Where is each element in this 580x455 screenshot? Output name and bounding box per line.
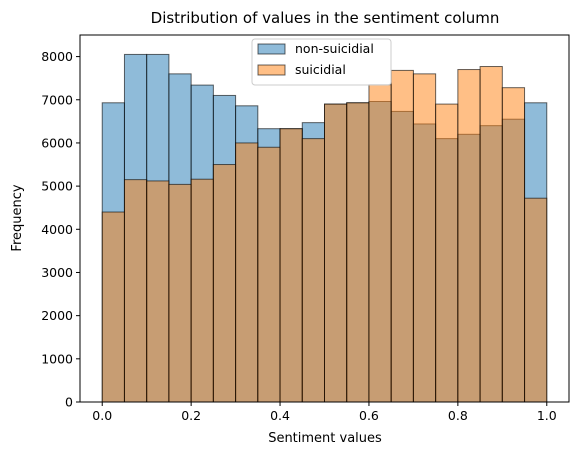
x-tick-label: 0.8 xyxy=(448,408,468,423)
bars-layer xyxy=(101,53,548,403)
x-tick-label: 0.4 xyxy=(270,408,290,423)
y-tick-label: 1000 xyxy=(41,351,73,366)
legend-swatch-non-suicidial xyxy=(257,43,286,55)
chart-title: Distribution of values in the sentiment … xyxy=(151,9,500,27)
bar-suicidial-12 xyxy=(368,84,392,403)
y-tick-label: 6000 xyxy=(41,135,73,150)
y-tick-label: 4000 xyxy=(41,222,73,237)
y-tick-label: 7000 xyxy=(41,92,73,107)
x-axis-ticks: 0.0 0.2 0.4 0.6 0.8 1.0 xyxy=(92,402,557,423)
legend-label-suicidial: suicidial xyxy=(295,62,346,77)
y-tick-label: 2000 xyxy=(41,308,73,323)
bar-suicidial-8 xyxy=(279,128,303,403)
bar-suicidial-16 xyxy=(457,69,481,403)
x-tick-label: 0.2 xyxy=(181,408,201,423)
y-tick-label: 5000 xyxy=(41,179,73,194)
bar-suicidial-3 xyxy=(168,183,192,403)
bar-suicidial-1 xyxy=(123,179,148,403)
bar-suicidial-9 xyxy=(301,138,326,403)
x-tick-label: 1.0 xyxy=(537,408,557,423)
y-axis-ticks: 0 1000 2000 3000 4000 5000 6000 7000 8000 xyxy=(41,49,80,410)
legend: non-suicidial suicidial xyxy=(251,38,392,86)
bar-suicidial-0 xyxy=(101,211,125,403)
bar-suicidial-10 xyxy=(324,103,348,403)
bar-suicidial-6 xyxy=(235,142,259,403)
bar-suicidial-4 xyxy=(190,178,214,403)
x-tick-label: 0.6 xyxy=(359,408,379,423)
bar-suicidial-13 xyxy=(390,69,414,403)
y-axis-label: Frequency xyxy=(10,184,25,251)
bar-suicidial-11 xyxy=(346,102,370,403)
y-tick-label: 8000 xyxy=(41,49,73,64)
bar-suicidial-18 xyxy=(501,87,526,403)
legend-label-non-suicidial: non-suicidial xyxy=(295,41,374,56)
bar-suicidial-15 xyxy=(435,103,459,403)
y-tick-label: 3000 xyxy=(41,265,73,280)
bar-suicidial-2 xyxy=(146,180,170,403)
legend-swatch-suicidial xyxy=(257,64,286,76)
y-tick-label: 0 xyxy=(65,395,73,410)
legend-box xyxy=(251,38,392,86)
bar-suicidial-5 xyxy=(212,164,237,403)
bar-suicidial-14 xyxy=(412,73,437,403)
bar-suicidial-7 xyxy=(257,146,281,403)
x-tick-label: 0.0 xyxy=(92,408,112,423)
x-axis-label: Sentiment values xyxy=(268,431,382,446)
bar-suicidial-17 xyxy=(479,66,503,403)
plot-frame xyxy=(79,34,570,403)
bar-suicidial-19 xyxy=(524,197,548,403)
